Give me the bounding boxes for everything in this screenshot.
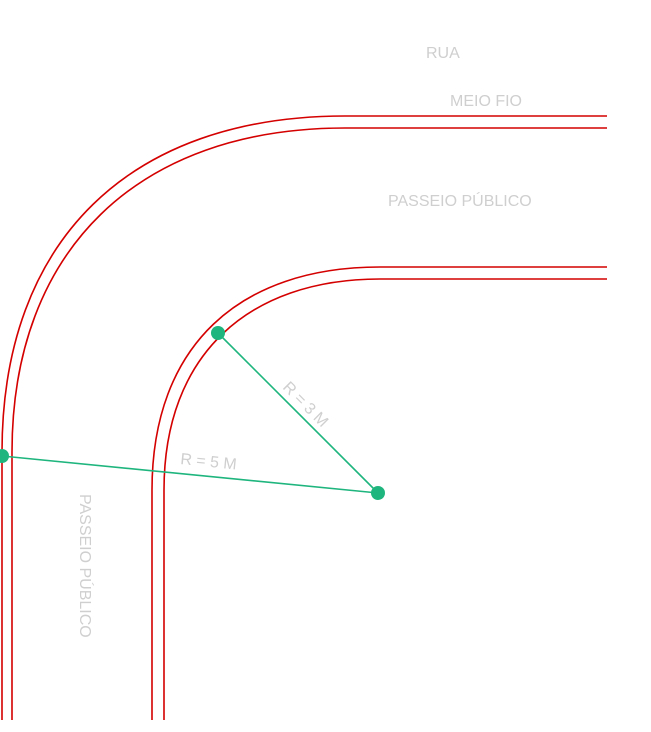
radius-lines: [1, 332, 379, 494]
label-curb: MEIO FIO: [450, 93, 522, 110]
label-radius-3m: R = 3 M: [279, 379, 331, 431]
inner-curb-line-outer: [151, 266, 607, 720]
point-curve-start-inner: [211, 326, 225, 340]
label-radius-5m: R = 5 M: [180, 451, 238, 473]
radius-points: [0, 326, 385, 500]
label-sidewalk-top: PASSEIO PÚBLICO: [388, 191, 532, 210]
radius-line-3m: [217, 332, 379, 494]
point-curve-start-outer: [0, 449, 9, 463]
point-center: [371, 486, 385, 500]
outer-curb-line-inner: [11, 127, 607, 720]
outer-curb: [1, 115, 607, 720]
label-street: RUA: [426, 45, 460, 62]
label-sidewalk-left: PASSEIO PÚBLICO: [76, 494, 95, 638]
outer-curb-line-outer: [1, 115, 607, 720]
radius-line-5m: [1, 455, 379, 494]
